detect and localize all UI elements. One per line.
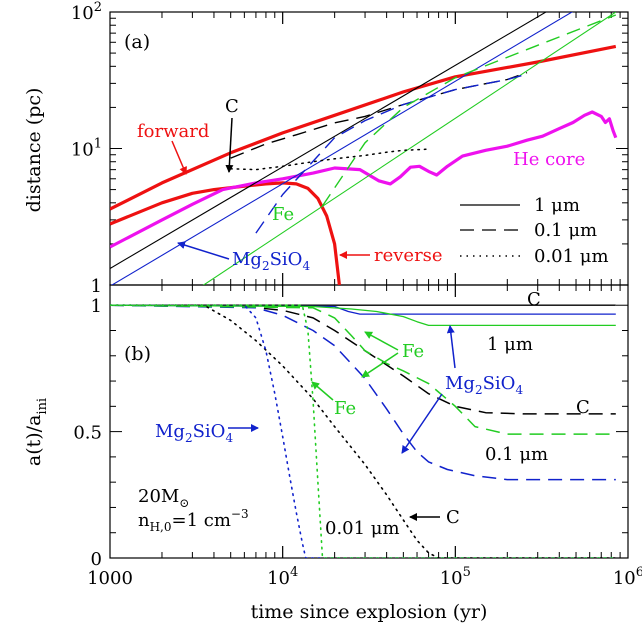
- mg2sio4-b-left-mid: SiO: [193, 421, 226, 442]
- mg2sio4-b-right-mg: Mg: [445, 373, 475, 394]
- label-fe-a: Fe: [272, 204, 294, 225]
- mg2sio4-b-left-mg: Mg: [155, 421, 185, 442]
- arrow-mg2sio4-b-1: [446, 325, 456, 369]
- mg2sio4-a-sub2: 4: [302, 259, 310, 273]
- label-c-a: C: [225, 96, 239, 117]
- b-ytick-label-0: 0: [91, 549, 102, 570]
- panel-a-series-c-0.1-m: [230, 71, 528, 159]
- label-reverse: reverse: [374, 245, 443, 266]
- x-axis-label: time since explosion (yr): [251, 601, 488, 623]
- mg2sio4-a-mg: Mg: [232, 249, 262, 270]
- label-fe-b-left: Fe: [334, 398, 356, 419]
- mg2sio4-b-left-sub1: 2: [185, 431, 193, 445]
- label-mg2sio4-a: Mg2SiO4: [232, 249, 310, 273]
- label-0.01um-b: 0.01 μm: [325, 518, 400, 539]
- label-fe-b-right: Fe: [402, 341, 424, 362]
- density-n: n: [138, 510, 150, 531]
- panel-a-series-mg2sio4-1-m: [110, 12, 574, 285]
- x-tick-label-1000000: 106: [613, 565, 642, 589]
- panel-b-ylabel-main: a(t)/a: [23, 415, 45, 467]
- panel-a-label: (a): [124, 31, 150, 53]
- arrow-c-a: [225, 117, 234, 173]
- mg2sio4-b-right-sub1: 2: [475, 383, 483, 397]
- label-c-b-top: C: [527, 289, 541, 310]
- panel-b-series-c-0.01-m: [110, 304, 617, 558]
- panel-a-series-mg2sio4-0.1-m: [255, 73, 528, 234]
- a-ytick-label-100: 102: [71, 0, 102, 24]
- panel-a-series-fe-1-m: [202, 12, 617, 285]
- label-density: nH,0=1 cm−3: [138, 507, 249, 534]
- panel-b-frame: [109, 284, 629, 559]
- panel-b-series-mg2sio4-0.01-m: [110, 304, 617, 558]
- panel-b-series-fe-1-m: [110, 304, 616, 327]
- x-tick-label-1000: 1000: [87, 568, 133, 589]
- label-mass: 20M⊙: [138, 486, 189, 510]
- legend-label-0.01um: 0.01 μm: [534, 246, 609, 267]
- panel-b-ylabel: a(t)/aini: [23, 398, 50, 466]
- mass-sun-symbol: ⊙: [179, 496, 189, 510]
- arrow-fe-b-right-2: [361, 352, 399, 378]
- a-ytick-label-1: 1: [91, 276, 102, 297]
- axis-ticks: 1000 104 105 106 1 101 102 0 0.5 1: [71, 0, 642, 589]
- panel-b-series-c-0.1-m: [110, 304, 616, 415]
- a-ytick-label-10: 101: [71, 137, 102, 161]
- b-ytick-label-1: 1: [91, 296, 102, 317]
- arrow-forward: [171, 140, 187, 175]
- mg2sio4-a-sub1: 2: [262, 259, 270, 273]
- x-tick-label-10000: 104: [267, 565, 298, 589]
- arrow-mg2sio4-b-2: [401, 393, 443, 454]
- density-sub: H,0: [150, 520, 172, 534]
- label-c-b-mid: C: [576, 397, 590, 418]
- panel-a-series-c-0.01-m: [229, 148, 430, 171]
- arrow-mg2sio4-a: [177, 241, 230, 260]
- mass-main: 20M: [138, 486, 179, 507]
- label-c-b-low: C: [446, 507, 460, 528]
- panel-b-series-mg2sio4-0.1-m: [110, 304, 616, 481]
- panel-a-series-fe-0.1-m: [321, 14, 617, 207]
- mg2sio4-a-mid: SiO: [270, 249, 303, 270]
- mg2sio4-b-right-sub2: 4: [515, 383, 523, 397]
- label-forward: forward: [137, 121, 209, 142]
- panel-b-series: [110, 304, 617, 558]
- panel-a-series-he-core: [110, 110, 618, 249]
- x-tick-label-100000: 105: [440, 565, 471, 589]
- legend: 1 μm 0.1 μm 0.01 μm: [460, 195, 609, 267]
- arrow-fe-b-left: [311, 381, 334, 401]
- legend-label-1um: 1 μm: [534, 195, 580, 216]
- panel-b-ylabel-sub: ini: [35, 398, 50, 415]
- b-ytick-label-0.5: 0.5: [73, 423, 102, 444]
- panel-a-series: [110, 12, 618, 285]
- panel-b-label: (b): [124, 343, 151, 365]
- label-he-core: He core: [513, 149, 585, 170]
- label-0.1um-b: 0.1 μm: [485, 444, 548, 465]
- mg2sio4-b-right-mid: SiO: [483, 373, 516, 394]
- density-sup: −3: [231, 507, 249, 521]
- panel-b-series-fe-0.1-m: [110, 304, 616, 435]
- arrow-fe-b-right-1: [364, 331, 399, 351]
- label-1um-b: 1 μm: [487, 334, 533, 355]
- legend-label-0.1um: 0.1 μm: [534, 220, 597, 241]
- density-rest: =1 cm: [172, 510, 231, 531]
- mg2sio4-b-left-sub2: 4: [225, 431, 233, 445]
- panel-a-series-c-1-m: [110, 12, 548, 269]
- label-mg2sio4-b-right: Mg2SiO4: [445, 373, 523, 397]
- label-mg2sio4-b-left: Mg2SiO4: [155, 421, 233, 445]
- panel-a-ylabel: distance (pc): [23, 88, 45, 213]
- panel-a-series-reverse: [110, 181, 341, 285]
